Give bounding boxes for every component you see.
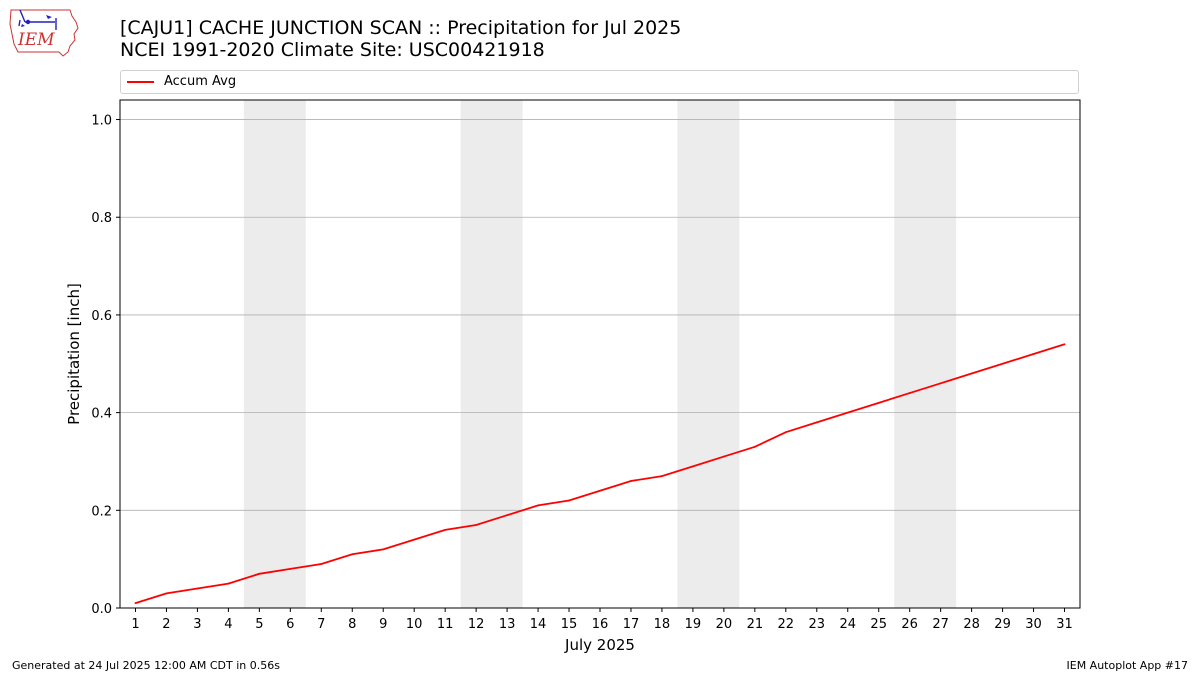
y-tick-label: 0.6 <box>91 309 112 324</box>
data-point <box>599 489 601 492</box>
data-point <box>661 475 663 478</box>
x-tick-label: 10 <box>406 617 423 632</box>
data-point <box>846 411 849 414</box>
weekend-band <box>460 100 523 608</box>
data-point <box>692 465 694 468</box>
data-point <box>258 572 261 575</box>
y-tick-label: 1.0 <box>91 114 112 129</box>
y-axis: 0.0 0.2 0.4 0.6 0.8 1.0 <box>91 114 120 617</box>
x-tick-label: 27 <box>932 617 949 632</box>
x-tick-label: 20 <box>716 617 733 632</box>
data-point <box>815 421 818 424</box>
data-point <box>444 528 447 531</box>
x-tick-label: 4 <box>224 617 232 632</box>
x-tick-label: 15 <box>561 617 578 632</box>
data-point <box>908 392 911 394</box>
x-tick-label: 17 <box>623 617 640 632</box>
data-point <box>568 499 570 502</box>
y-tick-label: 0.0 <box>91 602 112 617</box>
data-point <box>382 548 385 551</box>
x-tick-label: 22 <box>778 617 795 632</box>
generated-timestamp: Generated at 24 Jul 2025 12:00 AM CDT in… <box>12 659 280 672</box>
x-tick-label: 2 <box>162 617 170 632</box>
data-point <box>196 587 199 590</box>
x-tick-label: 25 <box>870 617 887 632</box>
data-point <box>1001 362 1004 365</box>
x-tick-label: 19 <box>685 617 702 632</box>
x-tick-label: 24 <box>839 617 856 632</box>
legend-line-swatch <box>127 81 154 83</box>
x-tick-label: 9 <box>379 617 387 632</box>
x-tick-label: 21 <box>747 617 764 632</box>
x-tick-label: 11 <box>437 617 454 632</box>
x-tick-label: 5 <box>255 617 263 632</box>
x-axis: 1 2 3 4 5 6 7 8 9 10 11 12 13 14 15 16 17 18 19 20 21 22 23 24 2… <box>131 608 1073 632</box>
data-point <box>227 582 230 585</box>
x-tick-label: 30 <box>1025 617 1042 632</box>
data-point <box>165 592 168 595</box>
weekend-bands <box>243 100 957 608</box>
data-point <box>413 538 416 541</box>
x-tick-label: 26 <box>901 617 918 632</box>
data-point <box>939 382 942 385</box>
x-tick-label: 12 <box>468 617 485 632</box>
iowa-map-icon: IEM <box>9 9 79 57</box>
x-tick-label: 6 <box>286 617 294 632</box>
weekend-band <box>677 100 740 608</box>
data-point <box>970 372 973 375</box>
data-point <box>351 553 354 556</box>
x-tick-label: 14 <box>530 617 547 632</box>
data-point <box>753 445 756 448</box>
y-tick-label: 0.2 <box>91 504 112 519</box>
x-axis-label: July 2025 <box>564 636 635 654</box>
weekend-band <box>894 100 957 608</box>
app-label: IEM Autoplot App #17 <box>1066 659 1189 672</box>
data-point <box>1032 353 1035 355</box>
x-tick-label: 16 <box>592 617 609 632</box>
y-tick-label: 0.8 <box>91 211 112 226</box>
data-point <box>289 568 292 570</box>
logo-text: IEM <box>17 30 55 50</box>
data-point <box>537 504 539 507</box>
x-tick-label: 29 <box>994 617 1011 632</box>
x-tick-label: 7 <box>317 617 325 632</box>
x-tick-label: 31 <box>1056 617 1073 632</box>
data-point <box>630 480 632 482</box>
data-point <box>320 563 323 565</box>
chart-legend: Accum Avg <box>120 70 1079 94</box>
data-point <box>506 514 508 517</box>
x-tick-label: 8 <box>348 617 356 632</box>
series-layer <box>134 343 1066 605</box>
y-axis-label: Precipitation [inch] <box>65 283 83 425</box>
data-point <box>475 524 478 526</box>
chart-title-line1: [CAJU1] CACHE JUNCTION SCAN :: Precipita… <box>120 17 682 39</box>
iem-logo: IEM <box>8 6 80 58</box>
x-tick-label: 1 <box>131 617 139 632</box>
chart-title: [CAJU1] CACHE JUNCTION SCAN :: Precipita… <box>120 17 681 61</box>
weekend-band <box>243 100 306 608</box>
x-tick-label: 18 <box>654 617 671 632</box>
x-tick-label: 23 <box>809 617 826 632</box>
x-tick-label: 3 <box>193 617 201 632</box>
data-point <box>1063 343 1066 346</box>
x-tick-label: 28 <box>963 617 980 632</box>
legend-label: Accum Avg <box>164 74 237 89</box>
data-point <box>877 401 880 404</box>
data-point <box>134 602 137 605</box>
chart-title-line2: NCEI 1991-2020 Climate Site: USC00421918 <box>120 39 545 61</box>
x-tick-label: 13 <box>499 617 516 632</box>
data-point <box>722 455 725 458</box>
y-tick-label: 0.4 <box>91 407 112 422</box>
data-point <box>784 431 787 434</box>
